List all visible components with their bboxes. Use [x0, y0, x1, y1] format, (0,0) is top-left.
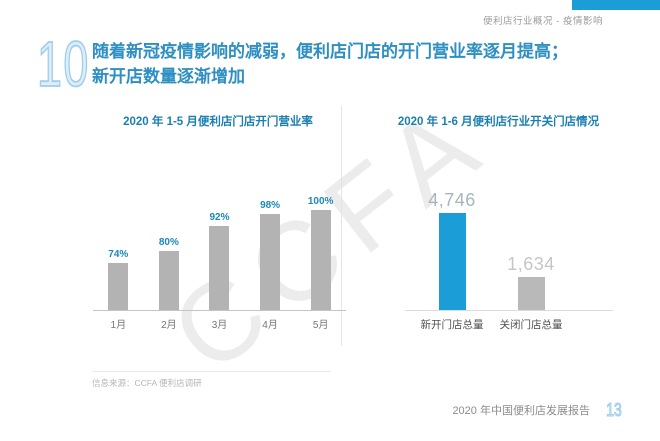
source-note: 信息来源：CCFA 便利店调研	[92, 371, 330, 389]
bar	[158, 251, 179, 310]
bar	[209, 226, 230, 310]
section-breadcrumb: 便利店行业概况 - 疫情影响	[483, 16, 603, 27]
bar-value-label: 80%	[158, 237, 179, 248]
bar	[310, 210, 331, 310]
category-label: 新开门店总量	[420, 319, 484, 331]
bar	[517, 277, 545, 310]
right-chart-title: 2020 年 1-6 月便利店行业开关门店情况	[397, 116, 600, 128]
open-close-chart: 4,746 1,634	[405, 183, 613, 311]
bar-value-label: 98%	[260, 200, 281, 211]
bar-column: 100%	[296, 196, 346, 310]
top-accent-bar	[572, 0, 660, 10]
category-label: 2月	[161, 320, 177, 331]
bar-value-label: 100%	[307, 196, 334, 207]
title-line-2: 新开店数量逐渐增加	[92, 67, 245, 86]
bar-column: 80%	[144, 237, 194, 310]
left-chart-title: 2020 年 1-5 月便利店门店开门营业率	[123, 116, 313, 128]
category-label: 4月	[262, 320, 278, 331]
open-close-x-axis-labels: 新开门店总量 关闭门店总量	[405, 317, 613, 331]
category-label: 3月	[211, 320, 228, 331]
bar-column: 98%	[245, 200, 295, 310]
category-label: 1月	[110, 320, 127, 331]
category-label: 5月	[312, 320, 329, 331]
bar-value-label: 4,746	[428, 190, 476, 211]
bar-column: 1,634	[486, 182, 576, 310]
slide-number: 10	[36, 28, 90, 100]
title-line-1: 随着新冠疫情影响的减弱，便利店门店的开门营业率逐月提高；	[92, 42, 568, 61]
bar	[438, 213, 466, 310]
slide-title: 随着新冠疫情影响的减弱，便利店门店的开门营业率逐月提高； 新开店数量逐渐增加	[92, 39, 568, 89]
bar-column: 4,746	[407, 182, 497, 310]
open-rate-chart: 74% 80% 92% 98% 100%	[93, 183, 346, 311]
category-label: 关闭门店总量	[499, 319, 563, 331]
report-title: 2020 年中国便利店发展报告	[452, 405, 590, 417]
bar	[108, 263, 129, 310]
page-number: 13	[606, 400, 622, 420]
bar-value-label: 1,634	[507, 254, 555, 275]
chart-divider	[341, 106, 342, 346]
footer: 2020 年中国便利店发展报告 13	[452, 400, 624, 420]
bar-value-label: 92%	[209, 212, 230, 223]
bar-column: 74%	[93, 249, 143, 310]
bar-column: 92%	[194, 212, 244, 310]
bar-value-label: 74%	[108, 249, 129, 260]
bar	[260, 214, 281, 310]
open-rate-x-axis-labels: 1月 2月 3月 4月 5月	[93, 316, 346, 331]
